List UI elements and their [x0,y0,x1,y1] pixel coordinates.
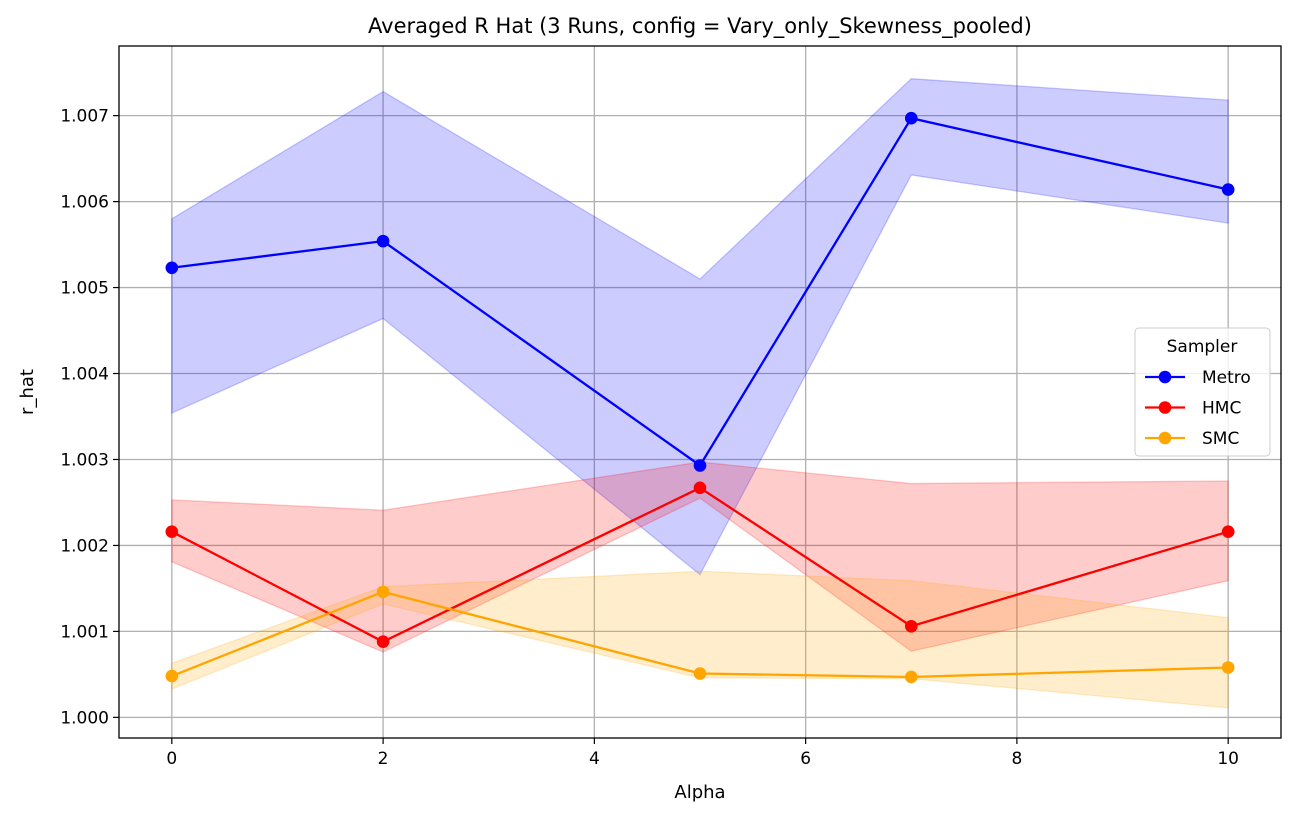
hmc-point [165,525,179,538]
x-tick-label: 0 [166,749,177,769]
y-tick-label: 1.003 [60,450,109,470]
y-axis-title: r_hat [17,369,38,415]
x-tick-label: 4 [589,749,600,769]
legend-box [1134,327,1271,457]
metro-band [171,77,1229,576]
legend-smc-marker [1158,431,1172,445]
y-tick-label: 1.006 [60,193,109,213]
chart-title: Averaged R Hat (3 Runs, config = Vary_on… [368,14,1032,39]
smc-point [693,667,707,680]
legend-hmc-label: HMC [1202,399,1241,419]
metro-point [693,459,707,472]
y-tick-label: 1.001 [60,622,109,642]
plot-frame [118,45,1282,739]
data-points [165,111,1235,684]
legend-hmc-marker [1158,401,1172,414]
x-tick-label: 8 [1011,749,1022,769]
smc-point [376,585,390,599]
legend-metro-label: Metro [1202,368,1251,388]
legend-metro-marker [1158,370,1172,384]
smc-point [165,669,179,683]
legend: Sampler Metro HMC SMC [1134,327,1271,457]
legend-smc-label: SMC [1202,429,1239,449]
hmc-point [376,635,390,649]
x-axis: 0 2 4 6 8 10 [166,738,1239,769]
smc-point [904,670,918,684]
metro-point [904,111,918,125]
hmc-point [904,619,918,633]
x-tick-label: 2 [378,749,389,769]
y-tick-label: 1.005 [60,279,109,299]
y-tick-label: 1.000 [60,708,109,728]
hmc-point [693,481,707,495]
y-tick-label: 1.004 [60,365,109,385]
smc-point [1221,661,1235,674]
metro-point [376,234,390,248]
metro-point [165,261,179,275]
x-axis-title: Alpha [674,782,725,803]
x-tick-label: 10 [1217,749,1239,769]
legend-entries: Metro HMC SMC [1145,368,1251,449]
y-tick-label: 1.002 [60,536,109,556]
metro-point [1221,183,1235,196]
x-tick-label: 6 [800,749,811,769]
y-tick-label: 1.007 [60,107,109,127]
y-axis: 1.000 1.001 1.002 1.003 1.004 1.005 1.006 1.007 [60,107,119,728]
legend-title: Sampler [1167,337,1238,357]
hmc-point [1221,525,1235,538]
